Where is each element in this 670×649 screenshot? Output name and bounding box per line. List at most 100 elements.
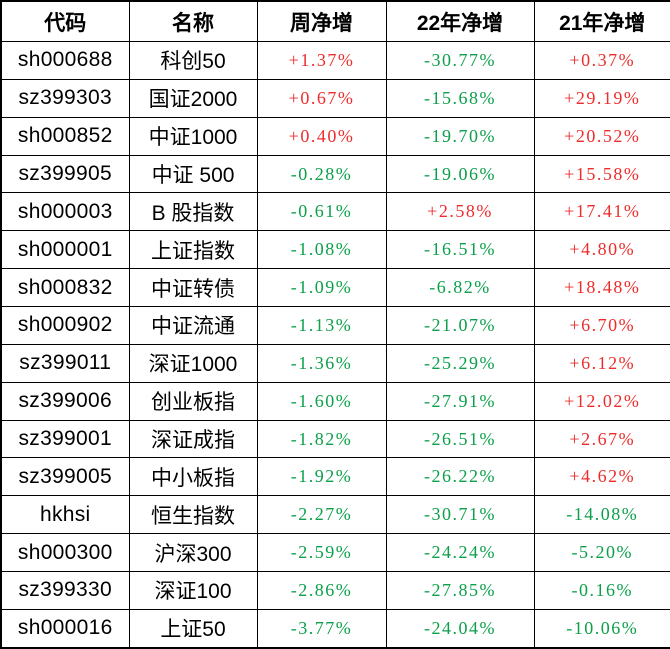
name-cell: 深证1000 bbox=[128, 343, 258, 383]
table-body: sh000688 科创50 +1.37% -30.77% +0.37% sz399303 国… bbox=[0, 41, 670, 649]
table-row: sz399303 国证2000 +0.67% -15.68% +29.19% bbox=[0, 78, 670, 118]
col-header-2021-change: 21年净增 bbox=[533, 0, 670, 42]
y22-change-cell: -15.68% bbox=[385, 78, 535, 118]
y21-change-cell: +12.02% bbox=[533, 381, 670, 421]
table-row: sz399330 深证100 -2.86% -27.85% -0.16% bbox=[0, 571, 670, 610]
code-cell: hkhsi bbox=[0, 495, 130, 535]
y22-change-cell: -6.82% bbox=[385, 268, 535, 308]
y22-change-cell: -26.22% bbox=[385, 457, 535, 497]
code-cell: sz399303 bbox=[0, 78, 130, 118]
week-change-cell: -0.61% bbox=[256, 192, 387, 232]
table-row: sh000832 中证转债 -1.09% -6.82% +18.48% bbox=[0, 268, 670, 308]
table-row: sh000688 科创50 +1.37% -30.77% +0.37% bbox=[0, 41, 670, 80]
week-change-cell: -2.27% bbox=[256, 495, 387, 535]
code-cell: sh000688 bbox=[0, 41, 130, 80]
week-change-cell: -1.92% bbox=[256, 457, 387, 497]
table-row: sh000001 上证指数 -1.08% -16.51% +4.80% bbox=[0, 230, 670, 270]
y21-change-cell: +20.52% bbox=[533, 116, 670, 156]
table-row: hkhsi 恒生指数 -2.27% -30.71% -14.08% bbox=[0, 495, 670, 535]
code-cell: sz399001 bbox=[0, 419, 130, 459]
week-change-cell: +1.37% bbox=[256, 41, 387, 80]
table-row: sh000852 中证1000 +0.40% -19.70% +20.52% bbox=[0, 116, 670, 156]
header-row: 代码 名称 周净增 22年净增 21年净增 bbox=[0, 0, 670, 42]
code-cell: sh000300 bbox=[0, 533, 130, 573]
table-row: sz399905 中证 500 -0.28% -19.06% +15.58% bbox=[0, 154, 670, 194]
code-cell: sz399006 bbox=[0, 381, 130, 421]
code-cell: sz399011 bbox=[0, 343, 130, 383]
y21-change-cell: -10.06% bbox=[533, 608, 670, 649]
name-cell: 上证指数 bbox=[128, 230, 258, 270]
y21-change-cell: +6.70% bbox=[533, 306, 670, 345]
table-row: sz399005 中小板指 -1.92% -26.22% +4.62% bbox=[0, 457, 670, 497]
name-cell: 中证转债 bbox=[128, 268, 258, 308]
y21-change-cell: +29.19% bbox=[533, 78, 670, 118]
week-change-cell: +0.40% bbox=[256, 116, 387, 156]
name-cell: 深证成指 bbox=[128, 419, 258, 459]
code-cell: sh000832 bbox=[0, 268, 130, 308]
name-cell: 中小板指 bbox=[128, 457, 258, 497]
col-header-2022-change: 22年净增 bbox=[385, 0, 535, 42]
code-cell: sz399005 bbox=[0, 457, 130, 497]
week-change-cell: -1.36% bbox=[256, 343, 387, 383]
name-cell: 上证50 bbox=[128, 608, 258, 649]
code-cell: sh000003 bbox=[0, 192, 130, 232]
y21-change-cell: +0.37% bbox=[533, 41, 670, 80]
y22-change-cell: -27.85% bbox=[385, 571, 535, 610]
week-change-cell: -2.86% bbox=[256, 571, 387, 610]
y22-change-cell: -16.51% bbox=[385, 230, 535, 270]
y21-change-cell: +4.80% bbox=[533, 230, 670, 270]
y22-change-cell: -19.70% bbox=[385, 116, 535, 156]
code-cell: sz399905 bbox=[0, 154, 130, 194]
name-cell: 恒生指数 bbox=[128, 495, 258, 535]
col-header-week-change: 周净增 bbox=[256, 0, 387, 42]
name-cell: 科创50 bbox=[128, 41, 258, 80]
week-change-cell: -2.59% bbox=[256, 533, 387, 573]
name-cell: 中证 500 bbox=[128, 154, 258, 194]
y22-change-cell: -30.71% bbox=[385, 495, 535, 535]
col-header-name: 名称 bbox=[128, 0, 258, 42]
y22-change-cell: -24.24% bbox=[385, 533, 535, 573]
name-cell: B 股指数 bbox=[128, 192, 258, 232]
name-cell: 深证100 bbox=[128, 571, 258, 610]
table-row: sh000902 中证流通 -1.13% -21.07% +6.70% bbox=[0, 306, 670, 345]
table-row: sz399011 深证1000 -1.36% -25.29% +6.12% bbox=[0, 343, 670, 383]
code-cell: sh000902 bbox=[0, 306, 130, 345]
code-cell: sz399330 bbox=[0, 571, 130, 610]
y22-change-cell: -30.77% bbox=[385, 41, 535, 80]
name-cell: 中证1000 bbox=[128, 116, 258, 156]
y21-change-cell: +2.67% bbox=[533, 419, 670, 459]
y21-change-cell: +17.41% bbox=[533, 192, 670, 232]
name-cell: 沪深300 bbox=[128, 533, 258, 573]
week-change-cell: -1.13% bbox=[256, 306, 387, 345]
y22-change-cell: -24.04% bbox=[385, 608, 535, 649]
y21-change-cell: +6.12% bbox=[533, 343, 670, 383]
table-row: sh000016 上证50 -3.77% -24.04% -10.06% bbox=[0, 608, 670, 649]
y21-change-cell: -14.08% bbox=[533, 495, 670, 535]
table-row: sz399001 深证成指 -1.82% -26.51% +2.67% bbox=[0, 419, 670, 459]
y21-change-cell: +18.48% bbox=[533, 268, 670, 308]
table-row: sz399006 创业板指 -1.60% -27.91% +12.02% bbox=[0, 381, 670, 421]
code-cell: sh000016 bbox=[0, 608, 130, 649]
y22-change-cell: +2.58% bbox=[385, 192, 535, 232]
week-change-cell: +0.67% bbox=[256, 78, 387, 118]
week-change-cell: -1.08% bbox=[256, 230, 387, 270]
y21-change-cell: -0.16% bbox=[533, 571, 670, 610]
y21-change-cell: +4.62% bbox=[533, 457, 670, 497]
code-cell: sh000852 bbox=[0, 116, 130, 156]
y21-change-cell: -5.20% bbox=[533, 533, 670, 573]
week-change-cell: -1.60% bbox=[256, 381, 387, 421]
col-header-code: 代码 bbox=[0, 0, 130, 42]
week-change-cell: -3.77% bbox=[256, 608, 387, 649]
y22-change-cell: -26.51% bbox=[385, 419, 535, 459]
y22-change-cell: -25.29% bbox=[385, 343, 535, 383]
week-change-cell: -0.28% bbox=[256, 154, 387, 194]
y22-change-cell: -27.91% bbox=[385, 381, 535, 421]
y22-change-cell: -19.06% bbox=[385, 154, 535, 194]
y21-change-cell: +15.58% bbox=[533, 154, 670, 194]
week-change-cell: -1.82% bbox=[256, 419, 387, 459]
name-cell: 国证2000 bbox=[128, 78, 258, 118]
table-row: sh000003 B 股指数 -0.61% +2.58% +17.41% bbox=[0, 192, 670, 232]
code-cell: sh000001 bbox=[0, 230, 130, 270]
name-cell: 创业板指 bbox=[128, 381, 258, 421]
